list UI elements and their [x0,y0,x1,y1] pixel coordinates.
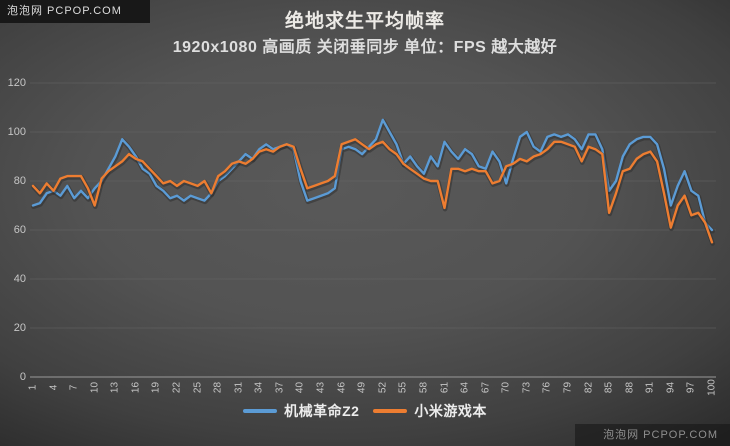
legend-label: 机械革命Z2 [284,403,360,419]
legend-item-xiaomi: 小米游戏本 [373,401,487,421]
chart-subtitle: 1920x1080 高画质 关闭垂同步 单位：FPS 越大越好 [172,39,558,56]
y-axis-tick-label: 20 [13,322,26,334]
legend-item-mechrevo-z2: 机械革命Z2 [243,401,359,421]
watermark-top-left: 泡泡网 PCPOP.COM [0,0,150,23]
chart-legend: 机械革命Z2 小米游戏本 [0,399,730,423]
y-axis-tick-label: 40 [13,273,26,285]
y-axis-tick-label: 100 [7,126,26,138]
chart-title: 绝地求生平均帧率 [284,11,445,32]
legend-swatch-orange [373,409,408,413]
y-axis-tick-label: 80 [13,175,26,187]
y-axis-tick-label: 120 [7,77,26,89]
y-axis-tick-label: 60 [13,224,26,236]
legend-label: 小米游戏本 [414,403,487,419]
legend-swatch-blue [243,409,278,413]
series-line-mechrevo-z2 [31,118,714,232]
watermark-bottom-right: 泡泡网 PCPOP.COM [575,424,730,446]
series-line-xiaomi [31,138,714,244]
y-axis-tick-label: 0 [19,371,26,383]
